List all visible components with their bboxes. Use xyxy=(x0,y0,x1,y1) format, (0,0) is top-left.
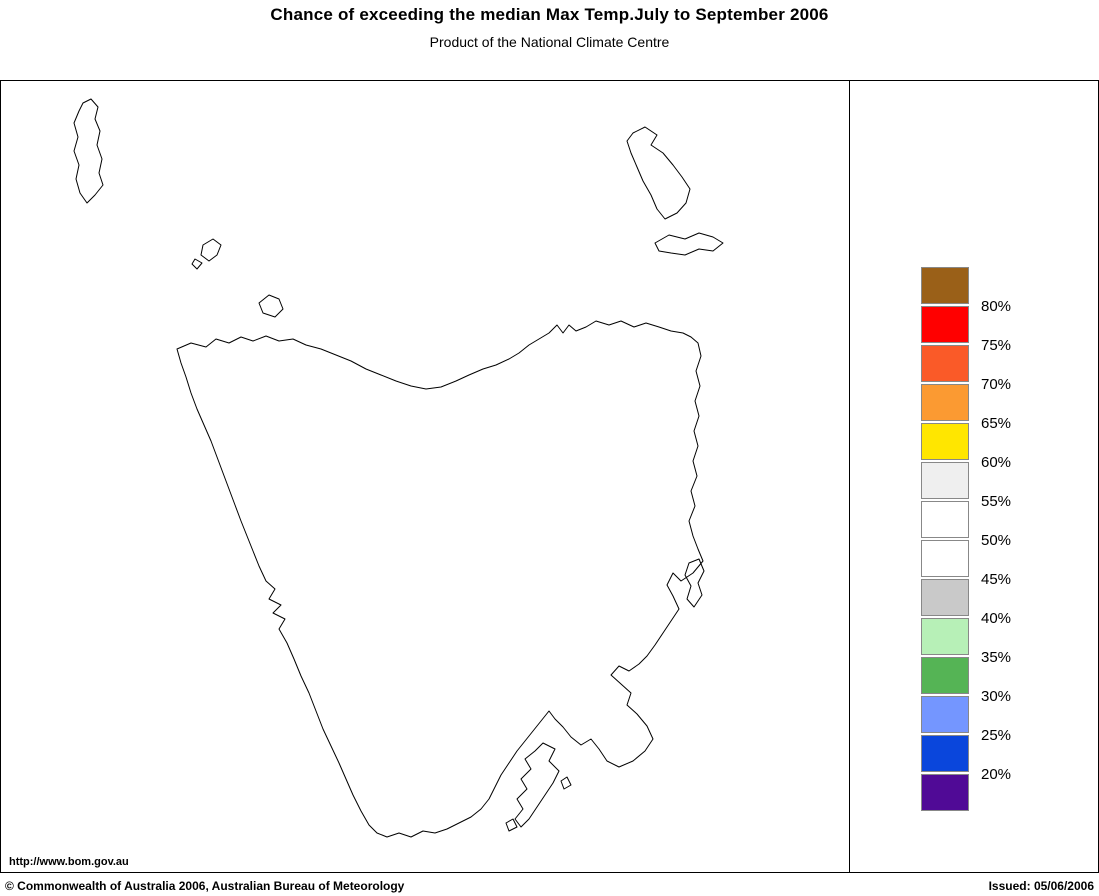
legend-row: 25% xyxy=(921,696,1011,744)
tasmania-map xyxy=(73,98,724,838)
legend-row: 80% xyxy=(921,267,1011,315)
legend-swatch xyxy=(921,462,969,499)
header: Chance of exceeding the median Max Temp.… xyxy=(0,0,1099,80)
small-island-outline xyxy=(191,258,203,270)
legend-swatch xyxy=(921,345,969,382)
legend-label: 80% xyxy=(981,298,1012,315)
legend-row: 20% xyxy=(921,735,1011,783)
legend-label: 40% xyxy=(981,610,1012,627)
legend-label: 25% xyxy=(981,727,1012,744)
hunter-island-outline xyxy=(200,238,222,262)
legend-row: 40% xyxy=(921,579,1011,627)
legend-label: 45% xyxy=(981,571,1012,588)
map-frame: http://www.bom.gov.au 80% 75% 70% 65% 60% 55%… xyxy=(0,80,1099,873)
legend-row: 60% xyxy=(921,423,1011,471)
king-island-outline xyxy=(73,98,104,204)
legend-swatch xyxy=(921,306,969,343)
legend-swatch xyxy=(921,540,969,577)
eastern-islet-outline xyxy=(560,776,572,790)
maria-island-outline xyxy=(684,558,705,608)
legend-row: 50% xyxy=(921,501,1011,549)
legend-label: 50% xyxy=(981,532,1012,549)
page-title: Chance of exceeding the median Max Temp.… xyxy=(270,5,829,24)
legend-label: 65% xyxy=(981,415,1012,432)
legend-swatch xyxy=(921,423,969,460)
cape-barren-island-outline xyxy=(654,232,724,256)
legend-label: 55% xyxy=(981,493,1012,510)
legend-label: 20% xyxy=(981,766,1012,783)
legend-swatch xyxy=(921,735,969,772)
legend-row: 75% xyxy=(921,306,1011,354)
legend-swatch xyxy=(921,618,969,655)
legend-swatch xyxy=(921,657,969,694)
page-subtitle: Product of the National Climate Centre xyxy=(429,34,670,50)
legend-swatch xyxy=(921,696,969,733)
legend-label: 30% xyxy=(981,688,1012,705)
copyright-text: © Commonwealth of Australia 2006, Austra… xyxy=(5,878,405,893)
issued-date: Issued: 05/06/2006 xyxy=(988,878,1094,893)
bom-url: http://www.bom.gov.au xyxy=(9,856,129,868)
legend-scale: 80% 75% 70% 65% 60% 55% 50% 45% 40% 35% 30% 25% 20% xyxy=(921,267,1011,813)
legend-label: 60% xyxy=(981,454,1012,471)
legend-row xyxy=(921,774,969,813)
main-island-outline xyxy=(176,320,704,838)
legend-row: 70% xyxy=(921,345,1011,393)
legend-swatch xyxy=(921,579,969,616)
legend-label: 70% xyxy=(981,376,1012,393)
legend-swatch xyxy=(921,501,969,538)
footer: © Commonwealth of Australia 2006, Austra… xyxy=(0,875,1099,896)
legend-label: 75% xyxy=(981,337,1012,354)
legend-panel: 80% 75% 70% 65% 60% 55% 50% 45% 40% 35% 30% 25% 20% xyxy=(850,81,1098,872)
legend-row: 55% xyxy=(921,462,1011,510)
legend-label: 35% xyxy=(981,649,1012,666)
legend-row: 65% xyxy=(921,384,1011,432)
southern-islet-outline xyxy=(505,818,518,832)
legend-swatch xyxy=(921,267,969,304)
legend-row: 35% xyxy=(921,618,1011,666)
map-panel: http://www.bom.gov.au xyxy=(1,81,850,872)
legend-swatch xyxy=(921,384,969,421)
legend-swatch xyxy=(921,774,969,811)
legend-row: 45% xyxy=(921,540,1011,588)
flinders-island-outline xyxy=(626,126,691,220)
bruny-island-outline xyxy=(514,742,560,828)
robbins-island-outline xyxy=(258,294,284,318)
legend-row: 30% xyxy=(921,657,1011,705)
